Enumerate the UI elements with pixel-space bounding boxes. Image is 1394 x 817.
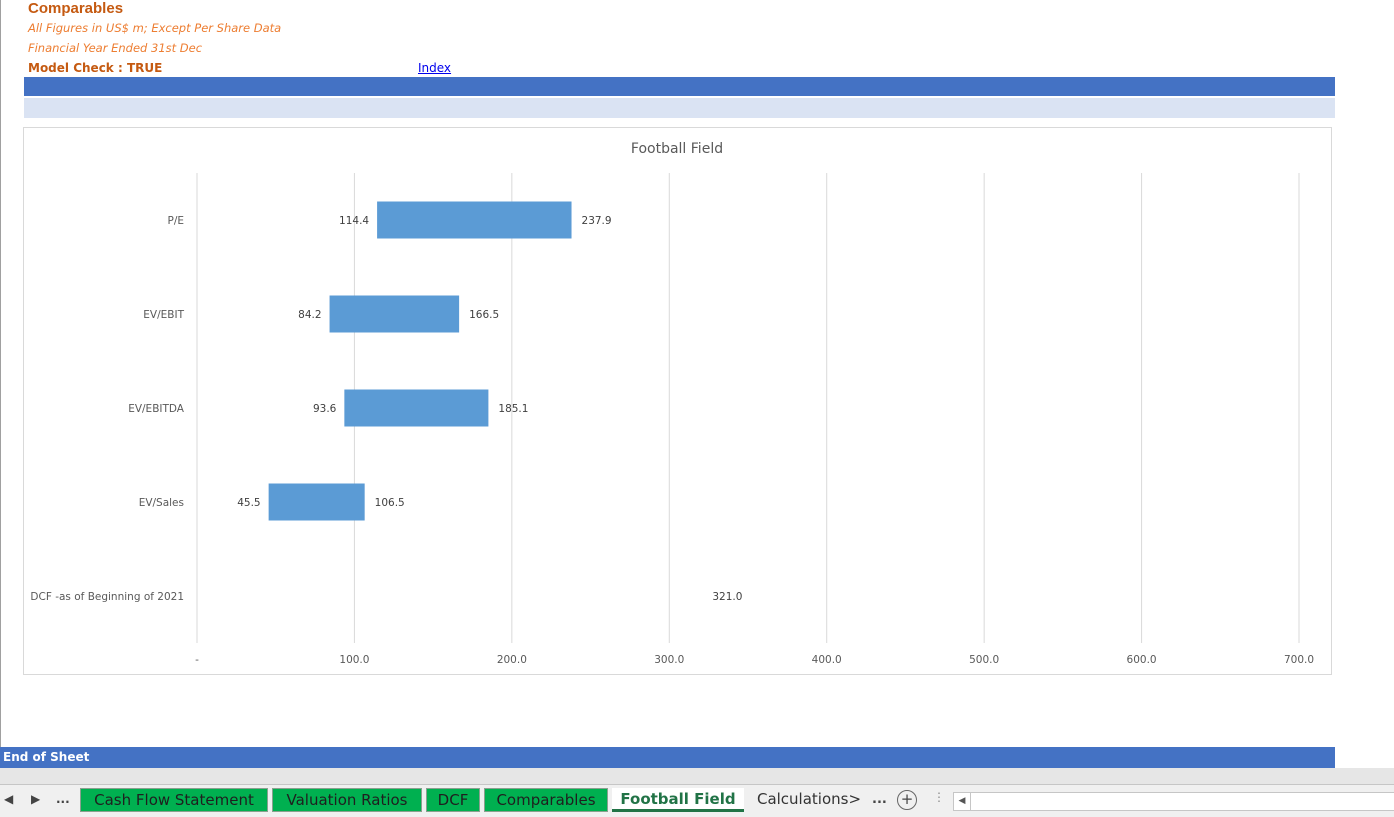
units-note: All Figures in US$ m; Except Per Share D… (28, 21, 282, 35)
chart-title: Football Field (631, 141, 723, 157)
model-check: Model Check : TRUE (28, 61, 163, 75)
tab-valuation-ratios[interactable]: Valuation Ratios (272, 788, 422, 812)
tab-dcf[interactable]: DCF (426, 788, 480, 812)
sheet-left-border (0, 0, 1, 768)
high-value-label-3: 106.5 (375, 497, 405, 509)
header-band (24, 77, 1335, 96)
range-bar-2 (344, 389, 489, 427)
category-label-2: EV/EBITDA (128, 403, 185, 415)
scroll-left-arrow-icon[interactable]: ◀ (954, 793, 971, 810)
range-bar-0 (377, 201, 572, 239)
high-value-label-0: 237.9 (582, 215, 612, 227)
tab-calculations[interactable]: Calculations> (756, 790, 862, 808)
horizontal-scrollbar[interactable]: ◀ (953, 792, 1394, 811)
x-tick-label-3: 300.0 (654, 654, 684, 666)
scroll-tabs-right-button[interactable]: ▶ (31, 792, 41, 806)
low-value-label-2: 93.6 (313, 403, 337, 415)
low-value-label-3: 45.5 (237, 497, 260, 509)
end-of-sheet-bar: End of Sheet (0, 747, 1335, 768)
high-value-label-4: 321.0 (712, 591, 742, 603)
low-value-label-0: 114.4 (339, 215, 369, 227)
x-tick-label-2: 200.0 (497, 654, 527, 666)
fiscal-year-note: Financial Year Ended 31st Dec (28, 41, 203, 55)
x-tick-label-6: 600.0 (1127, 654, 1157, 666)
sheet-tab-bar: ◀ ▶ ... Cash Flow Statement Valuation Ra… (0, 768, 1394, 817)
more-tabs-right-button[interactable]: ... (872, 792, 887, 807)
chart-canvas: Football Field - 100.0 200.0 300.0 400.0 500.0… (30, 141, 1314, 666)
range-bar-1 (329, 295, 460, 333)
low-value-label-1: 84.2 (298, 309, 321, 321)
high-value-label-2: 185.1 (498, 403, 528, 415)
category-label-4: DCF -as of Beginning of 2021 (30, 591, 184, 603)
scroll-tabs-left-button[interactable]: ◀ (4, 792, 14, 806)
tab-cash-flow-statement[interactable]: Cash Flow Statement (80, 788, 268, 812)
add-sheet-icon[interactable]: + (897, 790, 917, 810)
category-label-1: EV/EBIT (143, 309, 184, 321)
more-tabs-left-button[interactable]: ... (56, 792, 70, 806)
tab-splitter-handle[interactable]: ⋮ (933, 790, 945, 804)
tab-comparables[interactable]: Comparables (484, 788, 608, 812)
sheet-title: Comparables (28, 0, 124, 17)
high-value-label-1: 166.5 (469, 309, 499, 321)
tab-football-field[interactable]: Football Field (612, 788, 744, 812)
subheader-band (24, 98, 1335, 118)
range-bar-3 (268, 483, 365, 521)
football-field-chart[interactable]: Football Field - 100.0 200.0 300.0 400.0 500.0… (23, 127, 1332, 675)
end-of-sheet-label: End of Sheet (3, 750, 90, 764)
x-tick-label-4: 400.0 (812, 654, 842, 666)
x-tick-label-1: 100.0 (339, 654, 369, 666)
x-tick-label-5: 500.0 (969, 654, 999, 666)
x-tick-label-7: 700.0 (1284, 654, 1314, 666)
category-label-3: EV/Sales (139, 497, 184, 509)
category-label-0: P/E (167, 215, 184, 227)
x-tick-label-0: - (195, 654, 199, 666)
index-link[interactable]: Index (418, 61, 452, 75)
